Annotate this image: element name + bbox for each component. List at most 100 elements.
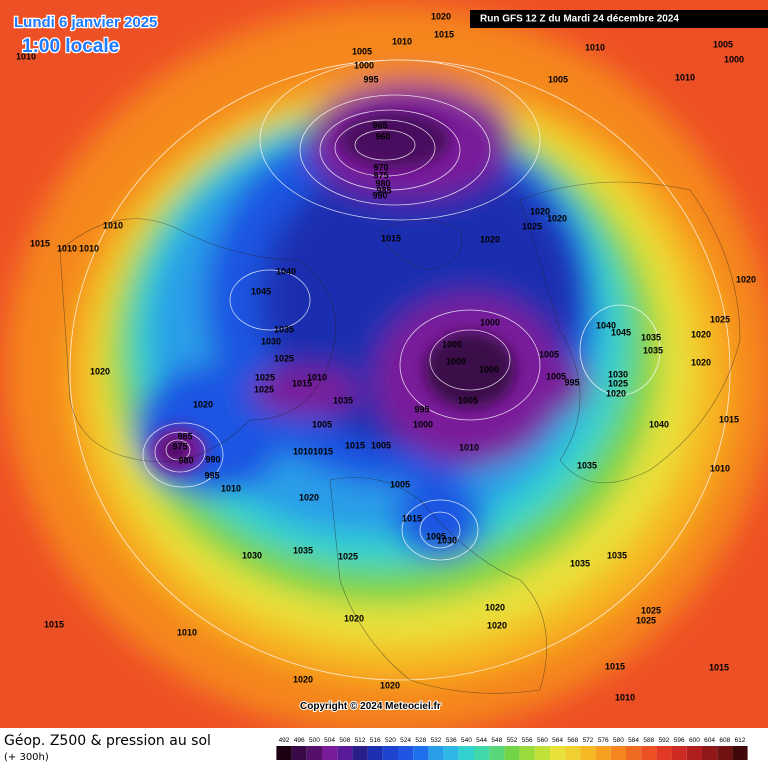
isobar-label: 1030 [242,550,262,560]
isobar-label: 1005 [548,74,568,84]
isobar-label: 1025 [254,384,274,394]
isobar-label: 1025 [274,353,294,363]
isobar-label: 960 [375,131,390,141]
scale-swatch [626,746,642,760]
isobar-label: 1030 [261,336,281,346]
scale-label: 592 [659,737,670,744]
scale-label: 604 [704,737,715,744]
isobar-label: 1000 [354,60,374,70]
isobar-label: 980 [178,455,193,465]
coastlines [59,181,741,694]
scale-swatch [352,746,368,760]
isobar-label: 1015 [605,661,625,671]
isobar-label: 1020 [431,11,451,21]
isobar-label: 1005 [352,46,372,56]
scale-swatch [428,746,444,760]
isobar-label: 1020 [736,274,756,284]
isobar-label: 1015 [381,233,401,243]
isobar-label: 1025 [338,551,358,561]
isobar-label: 1005 [539,349,559,359]
isobar-label: 995 [414,404,429,414]
scale-label: 544 [476,737,487,744]
scale-swatch [489,746,505,760]
scale-swatch [306,746,322,760]
scale-swatch [337,746,353,760]
isobar-label: 1005 [426,531,446,541]
valid-time: 1:00 locale [22,36,119,57]
scale-label: 572 [583,737,594,744]
isobar-label: 1020 [380,680,400,690]
scale-label: 528 [415,737,426,744]
scale-swatch [656,746,672,760]
isobar-label: 1020 [299,492,319,502]
isobar-label: 1000 [442,339,462,349]
valid-date: Lundi 6 janvier 2025 [14,14,157,31]
isobar-label: 1035 [577,460,597,470]
scale-label: 536 [446,737,457,744]
geopotential-cores [150,112,515,474]
scale-label: 596 [674,737,685,744]
isobar-label: 1015 [709,662,729,672]
isobar-labels: 1020101510101005100099596596097097598098… [16,11,756,702]
scale-swatch [276,746,292,760]
scale-swatch [504,746,520,760]
isobar-label: 1010 [57,243,77,253]
isobar-label: 1025 [641,605,661,615]
run-info: Run GFS 12 Z du Mardi 24 décembre 2024 [480,14,679,25]
scale-label: 496 [294,737,305,744]
isobar-label: 1020 [530,206,550,216]
scale-swatch [519,746,535,760]
scale-swatch [398,746,414,760]
scale-label: 588 [643,737,654,744]
isobar-label: 985 [376,185,391,195]
forecast-lead: (+ 300h) [4,752,49,763]
scale-swatch [610,746,626,760]
isobar-label: 985 [177,431,192,441]
scale-swatch [534,746,550,760]
isobar-label: 1015 [44,619,64,629]
isobar-label: 1010 [585,42,605,52]
isobar-label: 975 [172,441,187,451]
scale-label: 504 [324,737,335,744]
isobar-label: 1010 [79,243,99,253]
scale-label: 580 [613,737,624,744]
isobar-label: 995 [204,470,219,480]
isobar-label: 1015 [434,29,454,39]
scale-label: 552 [507,737,518,744]
isobar-label: 1005 [713,39,733,49]
isobar-label: 1030 [437,535,457,545]
scale-swatch [322,746,338,760]
isobar-label: 1005 [371,440,391,450]
isobar-label: 1020 [485,602,505,612]
scale-swatch [565,746,581,760]
scale-label: 600 [689,737,700,744]
scale-swatch [474,746,490,760]
scale-label: 524 [400,737,411,744]
isobar-label: 995 [564,377,579,387]
scale-swatch [717,746,733,760]
scale-label: 612 [735,737,746,744]
isobar-label: 1015 [345,440,365,450]
isobar-label: 1035 [293,545,313,555]
isobar-label: 1020 [344,613,364,623]
scale-swatch [595,746,611,760]
scale-label: 576 [598,737,609,744]
scale-swatch [291,746,307,760]
scale-swatch [367,746,383,760]
isobar-label: 1045 [611,327,631,337]
isobar-label: 1020 [90,366,110,376]
run-box [470,10,768,28]
scale-swatch [382,746,398,760]
footer-title: Géop. Z500 & pression au sol [4,733,211,749]
isobar-label: 1040 [596,320,616,330]
isobar-label: 1010 [293,446,313,456]
isobar-label: 1010 [392,36,412,46]
scale-swatch [443,746,459,760]
isobar-label: 1035 [274,324,294,334]
isobar-label: 1020 [293,674,313,684]
isobar-label: 1035 [570,558,590,568]
isobar-label: 990 [372,190,387,200]
isobar-label: 1005 [546,371,566,381]
isobar-label: 1040 [276,266,296,276]
